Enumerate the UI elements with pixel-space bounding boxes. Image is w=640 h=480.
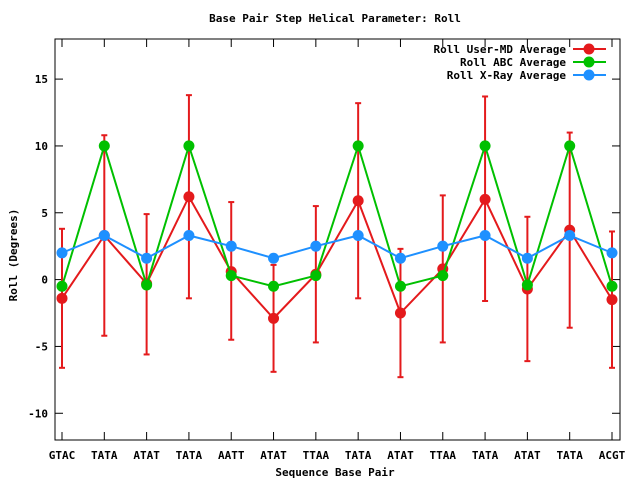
x-tick-label: TATA (556, 449, 583, 462)
x-tick-label: TATA (345, 449, 372, 462)
data-point (479, 140, 491, 152)
y-tick-label: 5 (41, 207, 48, 220)
legend-marker (583, 43, 595, 55)
series-line (61, 234, 613, 260)
y-tick-label: 10 (35, 140, 48, 153)
data-point (268, 252, 280, 264)
plot-frame (54, 38, 621, 441)
y-tick-label: -10 (28, 407, 48, 420)
series-2 (56, 140, 618, 292)
data-point (268, 280, 280, 292)
data-point (521, 252, 533, 264)
data-point (268, 312, 280, 324)
data-point (564, 229, 576, 241)
data-point (479, 193, 491, 205)
data-point (394, 307, 406, 319)
data-point (479, 229, 491, 241)
chart-title: Base Pair Step Helical Parameter: Roll (209, 12, 461, 25)
x-tick-label: ATAT (260, 449, 287, 462)
data-point (141, 279, 153, 291)
data-point (606, 247, 618, 259)
data-point (310, 240, 322, 252)
y-tick-label: 0 (41, 274, 48, 287)
data-point (56, 292, 68, 304)
x-tick-label: TATA (176, 449, 203, 462)
legend-label: Roll ABC Average (460, 56, 566, 69)
data-point (352, 229, 364, 241)
x-tick-label: TATA (472, 449, 499, 462)
y-tick-label: 15 (35, 73, 48, 86)
legend-label: Roll X-Ray Average (447, 69, 567, 82)
data-point (98, 229, 110, 241)
series-line (61, 142, 613, 289)
data-point (394, 252, 406, 264)
x-tick-label: ATAT (133, 449, 160, 462)
legend-marker (583, 69, 595, 81)
data-point (437, 240, 449, 252)
x-tick-label: AATT (218, 449, 245, 462)
x-tick-label: ACGT (599, 449, 626, 462)
data-point (225, 270, 237, 282)
data-point (183, 191, 195, 203)
data-point (394, 280, 406, 292)
data-point (183, 229, 195, 241)
data-point (141, 252, 153, 264)
data-point (183, 140, 195, 152)
y-axis-ticks: -10 -5 0 5 10 15 (28, 73, 620, 420)
y-axis-label: Roll (Degrees) (7, 209, 20, 302)
data-point (606, 294, 618, 306)
data-point (437, 270, 449, 282)
legend-marker (583, 56, 595, 68)
series-layer (56, 94, 618, 379)
data-point (352, 140, 364, 152)
y-tick-label: -5 (35, 340, 48, 353)
x-tick-label: ATAT (514, 449, 541, 462)
x-tick-label: TTAA (303, 449, 330, 462)
data-point (56, 247, 68, 259)
x-axis-ticks: GTAC TATA ATAT TATA AATT ATAT TTAA TATA ATAT TTAA… (49, 39, 626, 462)
data-point (606, 280, 618, 292)
x-tick-label: GTAC (49, 449, 76, 462)
x-axis-label: Sequence Base Pair (275, 466, 395, 479)
x-tick-label: TATA (91, 449, 118, 462)
legend-label: Roll User-MD Average (434, 43, 567, 56)
series-1 (56, 94, 618, 379)
data-point (310, 270, 322, 282)
data-point (225, 240, 237, 252)
data-point (352, 195, 364, 207)
series-line (61, 194, 613, 320)
data-point (564, 140, 576, 152)
series-3 (56, 229, 618, 264)
data-point (98, 140, 110, 152)
data-point (56, 280, 68, 292)
x-tick-label: ATAT (387, 449, 414, 462)
data-point (521, 279, 533, 291)
x-tick-label: TTAA (430, 449, 457, 462)
